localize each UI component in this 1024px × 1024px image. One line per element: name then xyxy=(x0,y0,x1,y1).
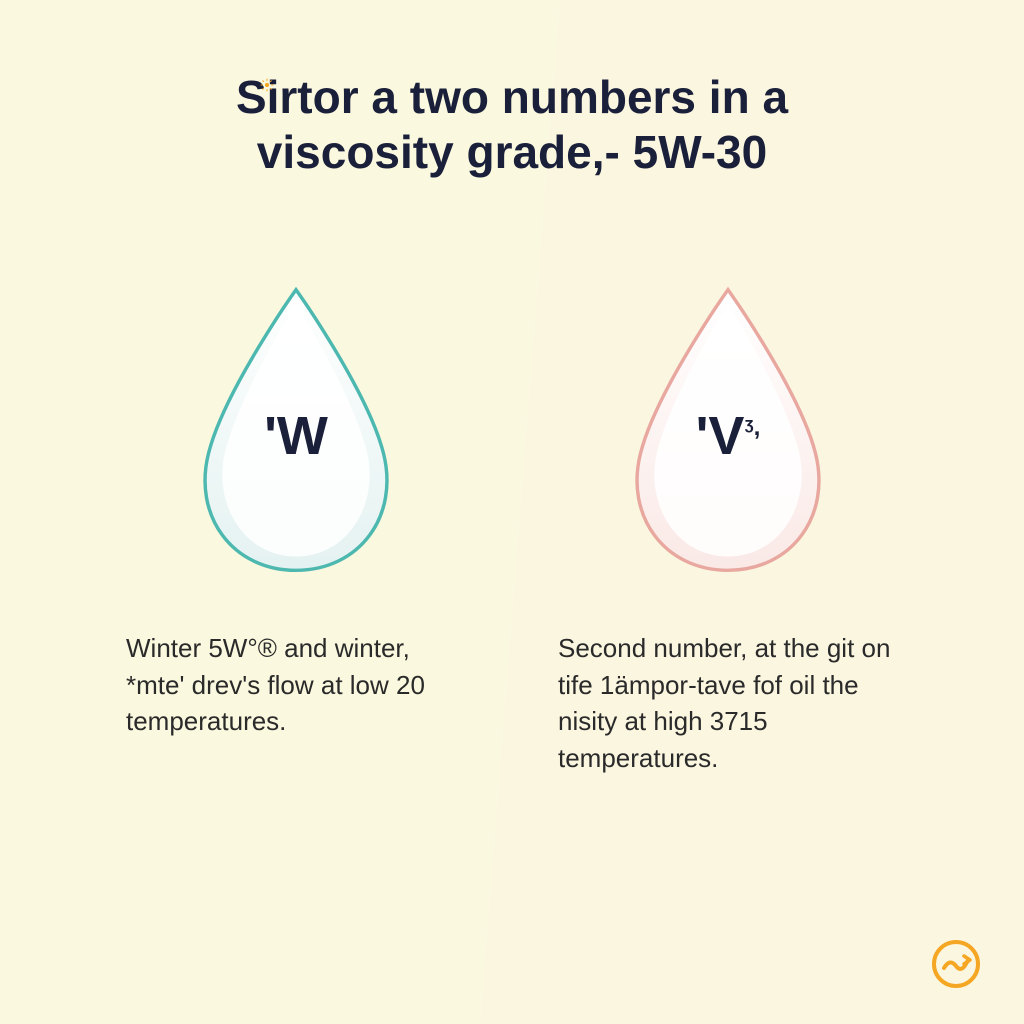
title-line2: viscosity grade,- 5W-30 xyxy=(257,126,767,178)
droplet-right-column: 'Vᶾ, Second number, at the git on tife 1… xyxy=(532,280,924,776)
title-line1-rest: irtor a two numbers in a xyxy=(267,71,788,123)
droplet-left: 'W xyxy=(166,280,426,580)
page-title: S irtor a two numbers in a viscosity gra… xyxy=(80,70,944,180)
droplet-left-desc: Winter 5W°® and winter, *mte' drev's flo… xyxy=(126,630,466,739)
droplets-row: 'W Winter 5W°® and winter, *mte' drev's … xyxy=(80,280,944,776)
droplet-left-label: 'W xyxy=(264,406,328,468)
sun-icon xyxy=(260,78,274,92)
droplet-right-label: 'Vᶾ, xyxy=(696,406,761,468)
droplet-left-column: 'W Winter 5W°® and winter, *mte' drev's … xyxy=(100,280,492,739)
brand-logo-icon xyxy=(932,940,980,988)
droplet-right: 'Vᶾ, xyxy=(598,280,858,580)
droplet-right-desc: Second number, at the git on tife 1ämpor… xyxy=(558,630,898,776)
